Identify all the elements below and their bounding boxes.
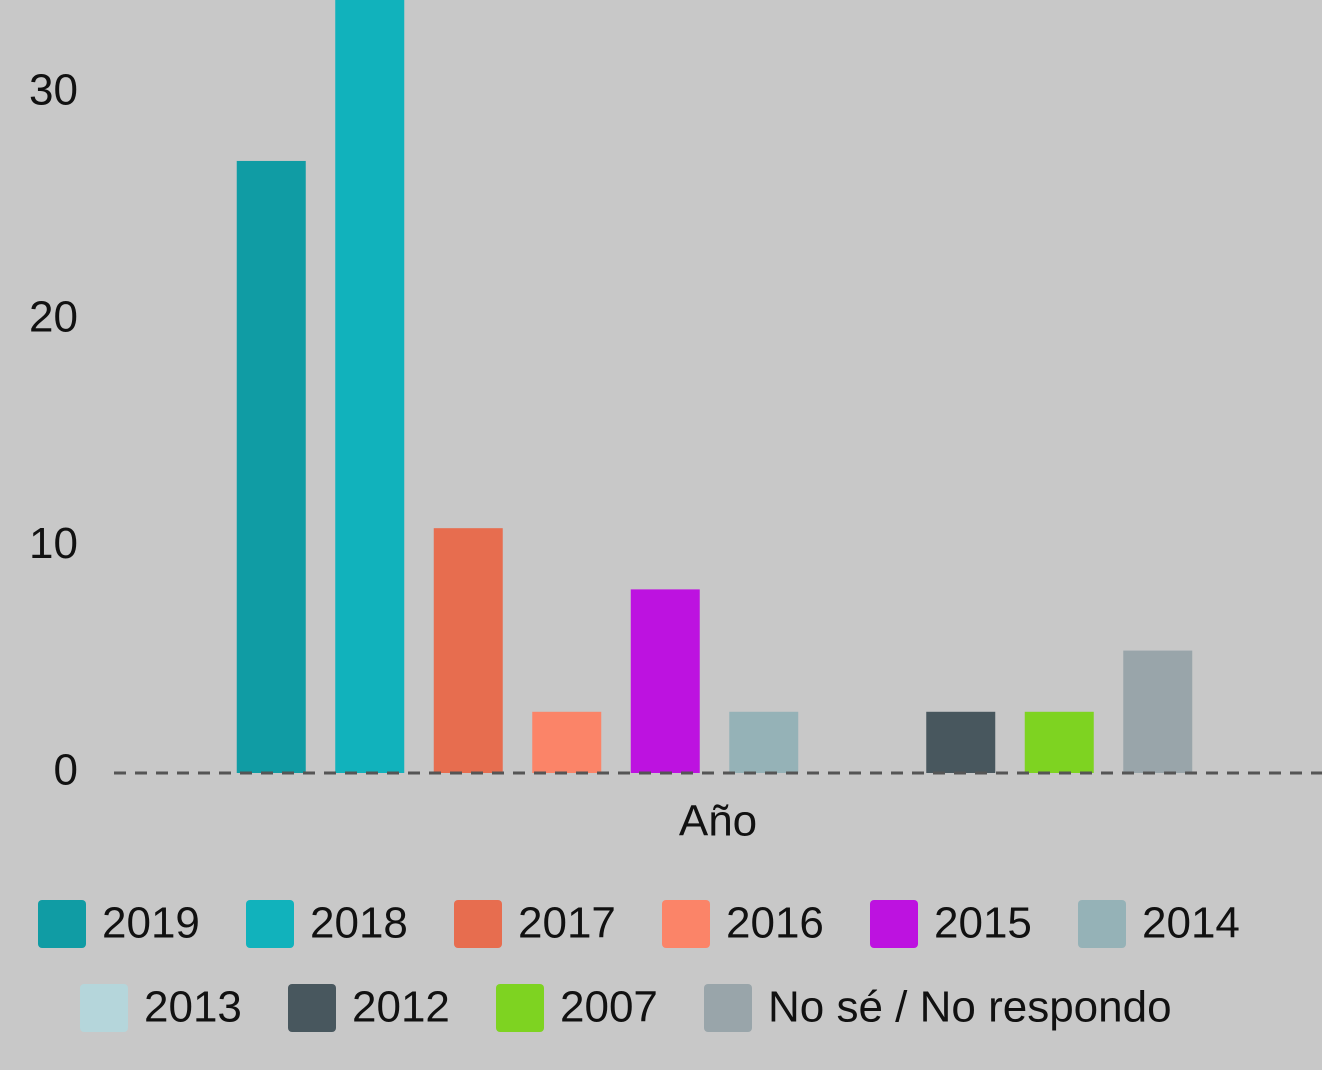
bar bbox=[236, 160, 306, 773]
legend-swatch bbox=[496, 984, 544, 1032]
legend-label: 2019 bbox=[102, 899, 200, 948]
legend-swatch bbox=[38, 900, 86, 948]
bars bbox=[236, 0, 1193, 773]
legend-label: 2014 bbox=[1142, 899, 1240, 948]
bar bbox=[729, 711, 799, 773]
bar bbox=[532, 711, 602, 773]
legend-swatch bbox=[80, 984, 128, 1032]
bar bbox=[1024, 711, 1094, 773]
y-tick-label: 10 bbox=[29, 519, 78, 568]
y-tick-label: 20 bbox=[29, 292, 78, 341]
legend-label: 2012 bbox=[352, 983, 450, 1032]
legend-swatch bbox=[1078, 900, 1126, 948]
legend-label: 2013 bbox=[144, 983, 242, 1032]
x-axis-label: Año bbox=[679, 797, 757, 846]
y-tick-label: 0 bbox=[54, 746, 78, 795]
legend-label: 2015 bbox=[934, 899, 1032, 948]
legend-swatch bbox=[288, 984, 336, 1032]
legend-label: 2017 bbox=[518, 899, 616, 948]
legend-swatch bbox=[662, 900, 710, 948]
bar bbox=[433, 528, 503, 773]
bar bbox=[335, 0, 405, 773]
legend-swatch bbox=[704, 984, 752, 1032]
legend-label: 2018 bbox=[310, 899, 408, 948]
bar bbox=[630, 589, 700, 773]
y-tick-label: 30 bbox=[29, 66, 78, 115]
bar bbox=[1123, 650, 1193, 773]
legend-swatch bbox=[246, 900, 294, 948]
bar bbox=[926, 711, 996, 773]
legend-swatch bbox=[454, 900, 502, 948]
legend-label: 2016 bbox=[726, 899, 824, 948]
legend-label: 2007 bbox=[560, 983, 658, 1032]
legend-label: No sé / No respondo bbox=[768, 983, 1172, 1032]
legend-swatch bbox=[870, 900, 918, 948]
